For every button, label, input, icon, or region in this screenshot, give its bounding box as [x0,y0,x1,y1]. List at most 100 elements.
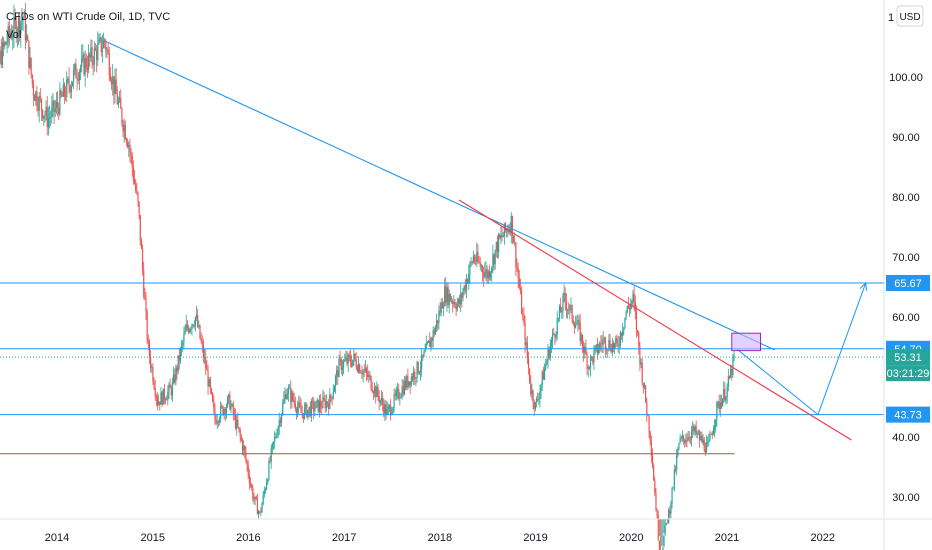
candle-body [146,311,148,341]
candle-body [113,76,115,94]
candle-body [411,376,414,380]
candle-body [283,398,285,404]
candle-body [372,391,375,394]
x-tick-label: 2014 [45,532,69,544]
candle-body [605,349,608,351]
candle-body [55,101,58,108]
candle-body [617,343,619,347]
candle-body [402,386,404,395]
candle-body [45,106,47,116]
candle-body [28,40,30,68]
candle-body [424,349,426,352]
candle-body [363,370,365,372]
candle-body [139,214,141,241]
candle-body [276,435,278,437]
candle-body [568,309,570,311]
candle-body [414,371,416,379]
candle-body [417,362,419,374]
candle-body [71,81,74,86]
candle-body [9,34,12,36]
candle-body [36,91,38,107]
candle-body [601,343,603,345]
candle-body [592,356,594,363]
candle-body [627,305,630,308]
candle-body [135,183,137,191]
candle-body [674,469,677,471]
candle-body [657,516,659,541]
candle-body [510,215,512,234]
candle-body [488,271,491,278]
candle-body [618,345,620,347]
candle-body [186,324,188,329]
candle-body [11,34,13,39]
candle-body [669,510,671,514]
candle-body [403,381,406,395]
candle-body [298,402,300,408]
candle-body [713,426,716,430]
candle-body [709,434,711,441]
candle-body [309,406,311,416]
candle-body [257,511,260,515]
trendline-short-downtrend[interactable] [458,199,852,441]
target-zone-box[interactable] [731,332,761,352]
candle-body [664,525,666,536]
candle-body [155,395,157,399]
candle-body [152,367,154,382]
candle-body [421,354,423,369]
candle-body [35,91,37,101]
candle-body [162,388,164,405]
candle-body [191,324,193,329]
candle-body [682,435,685,440]
candle-body [81,57,83,68]
candle-body [74,63,76,70]
candle-body [297,407,299,413]
candle-body [656,510,658,517]
y-tick-label: 100.00 [889,72,923,84]
candle-body [143,269,145,296]
candle-body [704,449,706,453]
candle-body [221,405,223,407]
candle-body [725,396,727,401]
projection-path[interactable] [736,282,867,416]
candle-body [461,293,463,298]
candle-body [93,48,95,65]
candle-body [83,54,85,75]
candle-body [602,339,604,345]
candle-body [54,107,56,112]
candle-body [367,372,369,378]
candle-body [507,229,509,232]
candle-body [543,368,546,380]
candle-body [102,39,105,48]
candle-body [166,399,168,401]
candle-body [115,79,117,94]
candle-body [462,291,464,298]
candle-body [121,108,123,123]
candle-body [24,12,27,41]
candle-body [393,394,395,408]
candle-body [711,434,713,436]
candle-body [14,17,16,22]
candle-body [554,334,556,338]
candle-body [535,399,538,403]
candle-body [201,341,203,345]
candle-body [717,401,719,403]
candle-body [192,324,194,326]
candle-body [723,388,725,399]
candle-body [599,343,601,350]
x-tick-label: 2016 [236,532,260,544]
candle-body [78,71,80,81]
candle-body [458,299,461,305]
trendline-long-downtrend[interactable] [104,40,776,351]
candle-body [632,293,634,301]
candle-body [248,474,250,484]
candle-body [565,301,567,311]
currency-button[interactable]: USD [896,5,924,27]
candle-body [222,406,224,415]
candle-body [194,317,197,326]
candle-body [223,409,225,415]
candle-body [328,404,330,409]
candle-body [338,358,340,378]
